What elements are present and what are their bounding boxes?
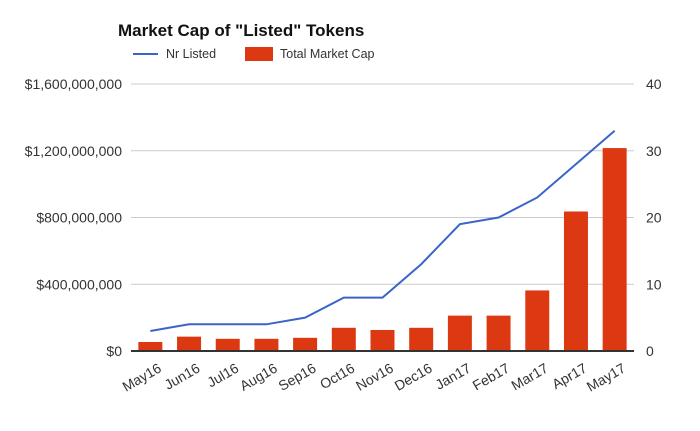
x-tick-label: Nov16 xyxy=(353,360,396,394)
bar-Dec16 xyxy=(409,327,434,350)
x-tick-label: Jun16 xyxy=(161,360,202,393)
bar-Mar17 xyxy=(525,290,550,350)
x-tick-label: Mar17 xyxy=(508,360,551,394)
legend: Nr Listed Total Market Cap xyxy=(133,47,375,61)
bar-Oct16 xyxy=(331,327,356,350)
bar-Jun16 xyxy=(177,336,202,350)
left-tick-label: $400,000,000 xyxy=(36,276,122,292)
x-tick-label: May16 xyxy=(119,360,164,395)
left-tick-label: $0 xyxy=(106,343,122,359)
x-tick-label: Dec16 xyxy=(392,360,435,394)
x-tick-label: Apr17 xyxy=(549,360,590,393)
x-tick-label: Jul16 xyxy=(204,360,241,391)
left-tick-label: $1,600,000,000 xyxy=(25,76,123,92)
bar-Feb17 xyxy=(486,315,511,350)
x-tick-label: Jan17 xyxy=(432,360,473,393)
right-tick-label: 10 xyxy=(646,276,662,292)
left-tick-label: $1,200,000,000 xyxy=(25,143,123,159)
x-tick-label: Sep16 xyxy=(276,360,319,394)
bar-May16 xyxy=(138,341,163,350)
legend-bar-swatch xyxy=(245,47,273,61)
bar-May17 xyxy=(602,148,627,350)
left-tick-label: $800,000,000 xyxy=(36,210,122,226)
chart-title: Market Cap of "Listed" Tokens xyxy=(118,21,364,40)
bar-Jan17 xyxy=(447,315,472,350)
x-tick-label: Aug16 xyxy=(237,360,280,394)
legend-label-total-market-cap: Total Market Cap xyxy=(280,47,375,61)
bar-Jul16 xyxy=(215,338,240,350)
right-tick-label: 30 xyxy=(646,143,662,159)
legend-label-nr-listed: Nr Listed xyxy=(166,47,216,61)
right-tick-label: 0 xyxy=(646,343,654,359)
x-tick-label: Feb17 xyxy=(470,360,513,394)
bar-Sep16 xyxy=(293,337,318,350)
x-tick-label: Oct16 xyxy=(317,360,358,393)
bar-Aug16 xyxy=(254,338,279,350)
x-tick-label: May17 xyxy=(584,360,629,395)
right-tick-label: 20 xyxy=(646,210,662,226)
right-tick-label: 40 xyxy=(646,76,662,92)
bar-Nov16 xyxy=(370,329,395,350)
bar-Apr17 xyxy=(563,211,588,350)
